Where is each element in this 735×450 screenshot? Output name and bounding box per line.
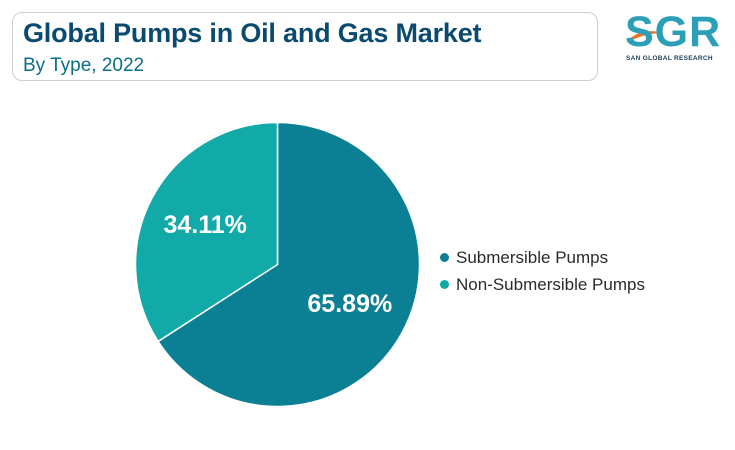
legend-label-non-submersible: Non-Submersible Pumps (456, 274, 645, 294)
logo-swoosh-icon (626, 31, 664, 43)
pie-slice-submersible (157, 121, 421, 408)
legend-swatch-submersible (440, 253, 449, 262)
chart-subtitle: By Type, 2022 (23, 55, 145, 76)
sgr-logo: SGR SAN GLOBAL RESEARCH (625, 10, 723, 70)
title-card: Global Pumps in Oil and Gas Market By Ty… (12, 12, 598, 81)
chart-title: Global Pumps in Oil and Gas Market (23, 18, 482, 48)
data-label-submersible: 65.89% (307, 290, 392, 318)
data-label-non-submersible: 34.11% (163, 211, 246, 239)
legend-item-submersible: Submersible Pumps (440, 244, 645, 271)
logo-letters: SGR (625, 8, 722, 56)
pie-slice-non-submersible (134, 121, 279, 343)
legend-item-non-submersible: Non-Submersible Pumps (440, 271, 645, 298)
legend-swatch-non-submersible (440, 280, 449, 289)
pie-chart: 65.89% 34.11% (134, 121, 421, 408)
legend: Submersible Pumps Non-Submersible Pumps (440, 244, 645, 298)
logo-tagline: SAN GLOBAL RESEARCH (626, 55, 713, 62)
legend-label-submersible: Submersible Pumps (456, 247, 609, 267)
